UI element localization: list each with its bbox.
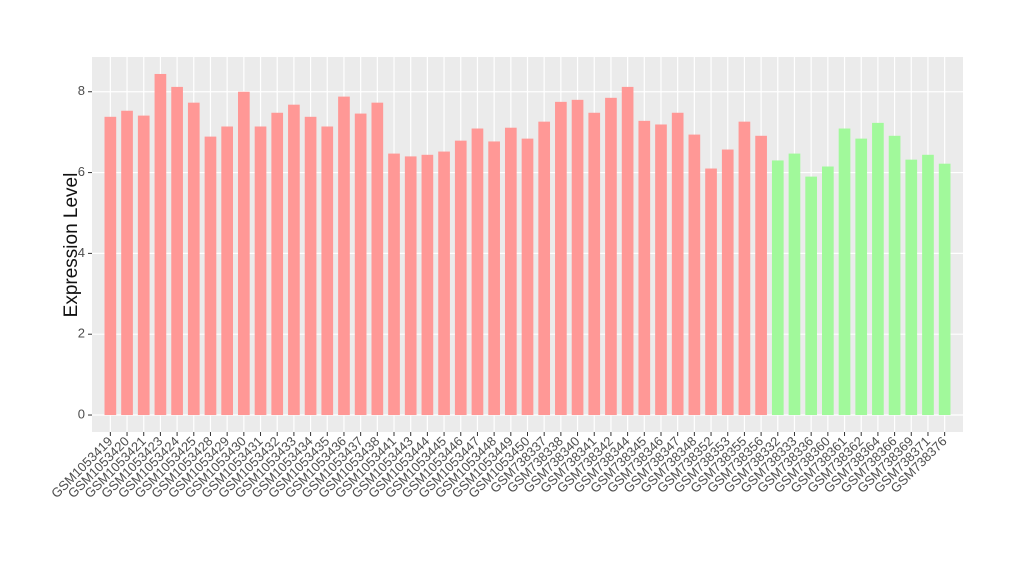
bar (838, 128, 851, 416)
bar (555, 101, 567, 416)
bar (655, 124, 667, 416)
bar (137, 115, 150, 416)
bar (571, 99, 584, 416)
bar (321, 126, 334, 416)
y-tick-label: 8 (78, 83, 85, 98)
bar (438, 151, 450, 416)
bar (638, 120, 651, 416)
y-tick-label: 0 (78, 406, 85, 421)
bar (354, 113, 367, 416)
bar (304, 116, 317, 416)
bar (738, 121, 751, 416)
bar (288, 104, 300, 416)
bar (822, 166, 834, 416)
bar (688, 134, 701, 416)
bar (521, 138, 534, 416)
bar (154, 73, 167, 416)
bar (238, 91, 250, 416)
bar (271, 112, 284, 416)
bar (488, 141, 500, 416)
bar (338, 96, 350, 416)
bar (454, 140, 467, 416)
bar (538, 121, 551, 416)
bar (404, 156, 417, 416)
bar (705, 168, 717, 416)
bar (471, 128, 484, 416)
bar (204, 136, 217, 416)
bar (938, 163, 951, 416)
bar (621, 86, 634, 416)
y-tick-label: 2 (78, 326, 85, 341)
bar (254, 126, 267, 416)
bar (171, 86, 183, 416)
bar (771, 160, 784, 416)
bar (388, 153, 400, 416)
bar (104, 116, 117, 416)
bar (371, 102, 384, 416)
bar (221, 126, 233, 416)
bar (187, 102, 200, 416)
bar (755, 135, 767, 416)
y-axis-title: Expression Level (61, 173, 82, 318)
bar (805, 176, 817, 416)
y-tick-label: 6 (78, 164, 85, 179)
bar (588, 112, 601, 416)
bar (721, 149, 734, 416)
bar (905, 159, 918, 416)
bar (922, 154, 934, 416)
bar (788, 153, 801, 416)
bar (888, 135, 901, 416)
bar (504, 127, 517, 416)
bar (671, 112, 684, 416)
bar (855, 138, 868, 416)
bar (421, 154, 434, 416)
bar (872, 122, 884, 416)
y-tick-label: 4 (78, 245, 85, 260)
bar (121, 110, 133, 416)
bar (605, 97, 617, 416)
